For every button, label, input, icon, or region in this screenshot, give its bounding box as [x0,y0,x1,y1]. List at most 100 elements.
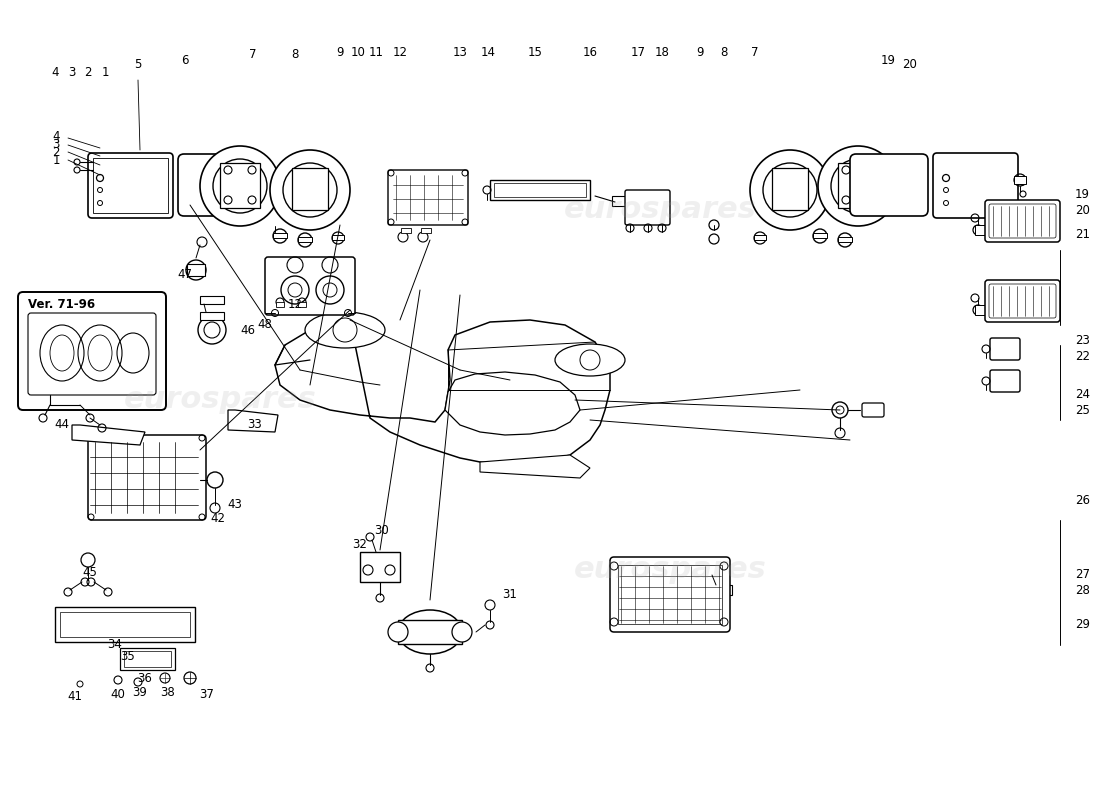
Text: 6: 6 [182,54,189,66]
Text: eurospares: eurospares [123,386,317,414]
Ellipse shape [398,610,462,654]
Text: 28: 28 [1075,583,1090,597]
FancyBboxPatch shape [88,153,173,218]
Text: 21: 21 [1075,229,1090,242]
Circle shape [580,350,600,370]
Bar [220,163,260,208]
Bar [60,612,190,637]
Text: 27: 27 [1075,569,1090,582]
Text: 46: 46 [241,323,255,337]
Text: 38: 38 [161,686,175,699]
Polygon shape [72,425,145,445]
Text: 12: 12 [287,298,303,311]
Polygon shape [480,455,590,478]
Ellipse shape [388,622,408,642]
Text: 1: 1 [53,154,60,166]
Text: 24: 24 [1075,389,1090,402]
Text: 10: 10 [351,46,365,58]
FancyBboxPatch shape [625,190,670,225]
FancyBboxPatch shape [88,435,206,520]
Text: 22: 22 [1075,350,1090,363]
Ellipse shape [452,622,472,642]
FancyBboxPatch shape [388,170,467,225]
Text: 13: 13 [452,46,468,58]
Text: 19: 19 [1075,187,1090,201]
Text: 18: 18 [654,46,670,58]
Text: 44: 44 [55,418,69,431]
Text: 47: 47 [177,269,192,282]
Bar [124,651,170,667]
Text: 2: 2 [85,66,91,78]
FancyBboxPatch shape [178,154,256,216]
Text: 48: 48 [257,318,273,331]
Text: 1: 1 [101,66,109,78]
Text: 4: 4 [53,130,60,142]
Circle shape [333,318,358,342]
Bar [276,302,284,307]
Text: 29: 29 [1075,618,1090,631]
Ellipse shape [270,150,350,230]
Text: 31: 31 [503,589,517,602]
Bar [612,196,630,206]
Bar [838,163,878,208]
Bar [813,233,827,238]
Bar [360,552,400,582]
Bar [712,585,732,595]
Bar [200,312,224,320]
Text: 42: 42 [210,511,225,525]
Text: 2: 2 [53,146,60,158]
Polygon shape [275,320,610,464]
Polygon shape [228,410,278,432]
FancyBboxPatch shape [984,200,1060,242]
FancyBboxPatch shape [933,153,1018,218]
Bar [975,225,984,235]
Text: 9: 9 [696,46,704,58]
Text: 17: 17 [630,46,646,58]
Text: 26: 26 [1075,494,1090,506]
Bar [200,296,224,304]
Bar [772,168,808,210]
Text: 30: 30 [375,523,389,537]
Bar [298,237,312,242]
Text: 9: 9 [337,46,343,58]
Circle shape [198,316,226,344]
Text: 4: 4 [52,66,58,78]
Text: 25: 25 [1075,403,1090,417]
Text: 45: 45 [82,566,98,578]
Text: 20: 20 [903,58,917,71]
Text: 34: 34 [108,638,122,651]
Bar [55,607,195,642]
Text: 40: 40 [111,689,125,702]
Ellipse shape [200,146,280,226]
Ellipse shape [818,146,898,226]
Text: eurospares: eurospares [573,555,767,585]
Text: 36: 36 [138,671,153,685]
Text: 11: 11 [368,46,384,58]
Text: 8: 8 [292,49,299,62]
Text: 39: 39 [133,686,147,698]
Bar [975,305,984,315]
Text: 41: 41 [67,690,82,702]
Text: 3: 3 [68,66,76,78]
Text: 19: 19 [880,54,895,66]
Text: 7: 7 [250,49,256,62]
FancyBboxPatch shape [610,557,730,632]
Bar [838,237,853,242]
FancyBboxPatch shape [850,154,928,216]
Bar [332,235,344,240]
Bar [754,235,766,240]
Text: 20: 20 [1075,203,1090,217]
FancyBboxPatch shape [265,257,355,315]
Bar [398,620,462,644]
Text: 7: 7 [751,46,759,58]
Text: 12: 12 [393,46,407,58]
Bar [421,228,431,233]
FancyBboxPatch shape [990,338,1020,360]
Text: 16: 16 [583,46,597,58]
Ellipse shape [750,150,830,230]
Bar [494,183,586,197]
Bar [1014,176,1026,184]
Bar [298,302,306,307]
FancyBboxPatch shape [862,403,884,417]
Bar [273,233,287,238]
